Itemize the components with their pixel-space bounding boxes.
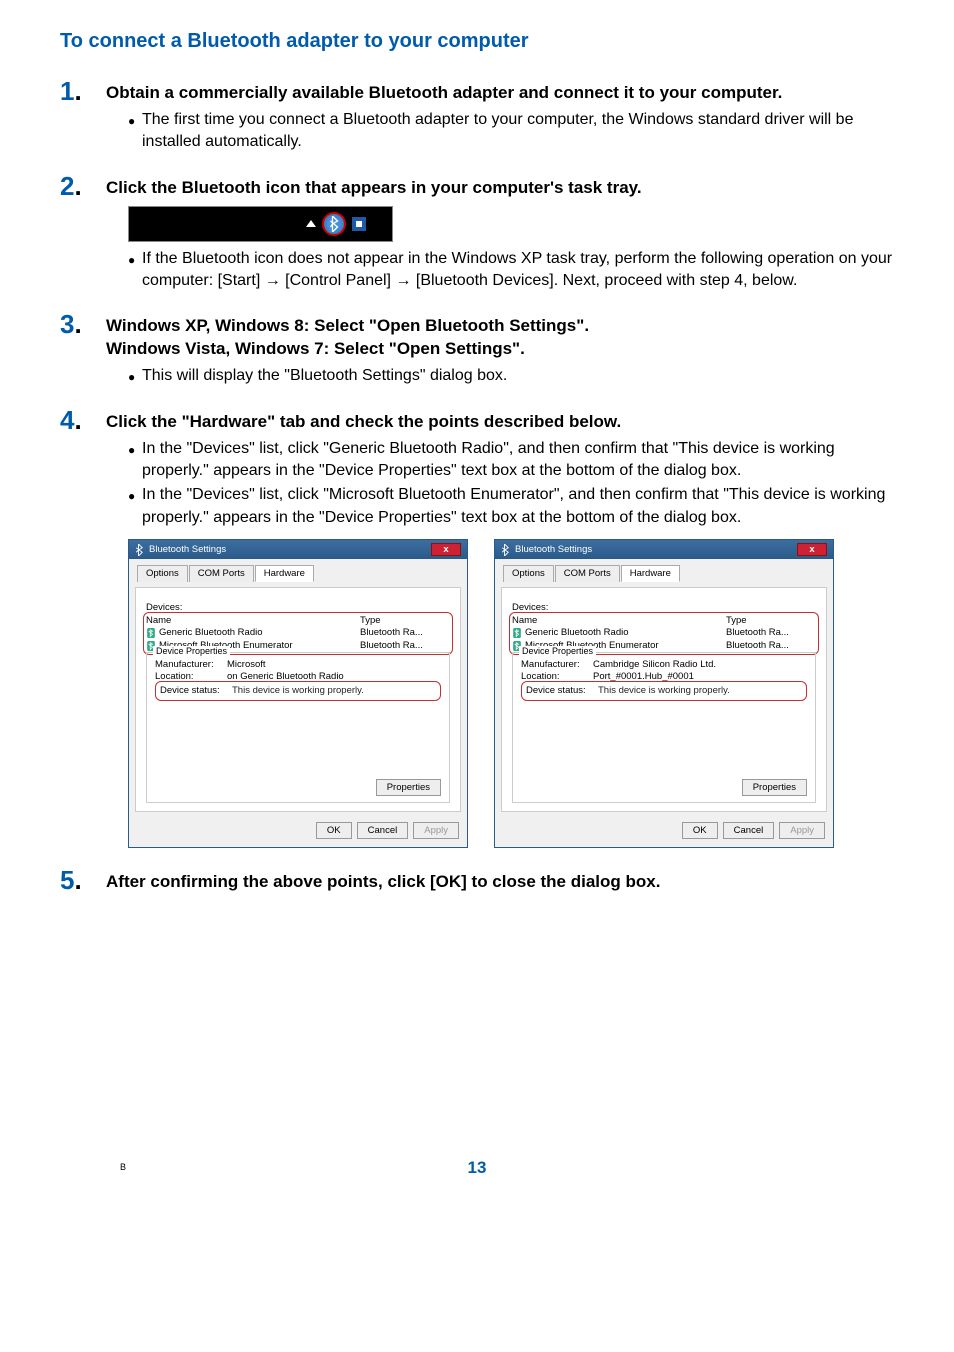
tray-arrow-icon [306, 220, 316, 227]
bullet-item: ●The first time you connect a Bluetooth … [128, 109, 894, 154]
tab-hardware[interactable]: Hardware [255, 565, 314, 582]
step-head: Click the Bluetooth icon that appears in… [106, 177, 894, 200]
step-number: 4. [60, 406, 106, 849]
tab-hardware[interactable]: Hardware [621, 565, 680, 582]
section-title: To connect a Bluetooth adapter to your c… [60, 30, 894, 53]
tabs: Options COM Ports Hardware [137, 565, 459, 582]
close-icon[interactable]: x [431, 543, 461, 556]
properties-button[interactable]: Properties [742, 779, 807, 796]
step-5: 5. After confirming the above points, cl… [60, 866, 894, 898]
device-properties-group: Device Properties Manufacturer:Microsoft… [146, 652, 450, 803]
step-number: 1. [60, 77, 106, 158]
step-head: Obtain a commercially available Bluetoot… [106, 82, 894, 105]
apply-button[interactable]: Apply [779, 822, 825, 839]
close-icon[interactable]: x [797, 543, 827, 556]
step-number: 2. [60, 172, 106, 297]
dialog-titlebar: Bluetooth Settings x [495, 540, 833, 559]
device-row[interactable]: Generic Bluetooth RadioBluetooth Ra... [146, 626, 450, 639]
cancel-button[interactable]: Cancel [357, 822, 409, 839]
dialog-titlebar: Bluetooth Settings x [129, 540, 467, 559]
step-1: 1. Obtain a commercially available Bluet… [60, 77, 894, 158]
device-row[interactable]: Generic Bluetooth RadioBluetooth Ra... [512, 626, 816, 639]
step-head: Click the "Hardware" tab and check the p… [106, 411, 894, 434]
bluetooth-settings-dialog-right: Bluetooth Settings x Options COM Ports H… [494, 539, 834, 848]
tab-com-ports[interactable]: COM Ports [189, 565, 254, 582]
bullet-item: ●If the Bluetooth icon does not appear i… [128, 248, 894, 293]
device-status-highlight: Device status:This device is working pro… [155, 681, 441, 701]
page-number: 13 [60, 1158, 894, 1178]
step-number: 5. [60, 866, 106, 898]
device-properties-group: Device Properties Manufacturer:Cambridge… [512, 652, 816, 803]
cancel-button[interactable]: Cancel [723, 822, 775, 839]
bullet-item: ●This will display the "Bluetooth Settin… [128, 365, 894, 387]
bullet-item: ●In the "Devices" list, click "Generic B… [128, 438, 894, 483]
tab-com-ports[interactable]: COM Ports [555, 565, 620, 582]
step-number: 3. [60, 310, 106, 391]
tabs: Options COM Ports Hardware [503, 565, 825, 582]
footer-mark: B [120, 1162, 126, 1172]
tray-app-icon [352, 217, 366, 231]
properties-button[interactable]: Properties [376, 779, 441, 796]
step-head: Windows XP, Windows 8: Select "Open Blue… [106, 315, 894, 361]
tab-options[interactable]: Options [503, 565, 554, 582]
apply-button[interactable]: Apply [413, 822, 459, 839]
bluetooth-tray-icon [322, 212, 346, 236]
step-4: 4. Click the "Hardware" tab and check th… [60, 406, 894, 849]
tab-options[interactable]: Options [137, 565, 188, 582]
step-3: 3. Windows XP, Windows 8: Select "Open B… [60, 310, 894, 391]
device-status-highlight: Device status:This device is working pro… [521, 681, 807, 701]
bullet-item: ●In the "Devices" list, click "Microsoft… [128, 484, 894, 529]
step-2: 2. Click the Bluetooth icon that appears… [60, 172, 894, 297]
ok-button[interactable]: OK [682, 822, 718, 839]
step-head: After confirming the above points, click… [106, 871, 894, 894]
tasktray-screenshot [128, 206, 393, 242]
ok-button[interactable]: OK [316, 822, 352, 839]
bluetooth-settings-dialog-left: Bluetooth Settings x Options COM Ports H… [128, 539, 468, 848]
